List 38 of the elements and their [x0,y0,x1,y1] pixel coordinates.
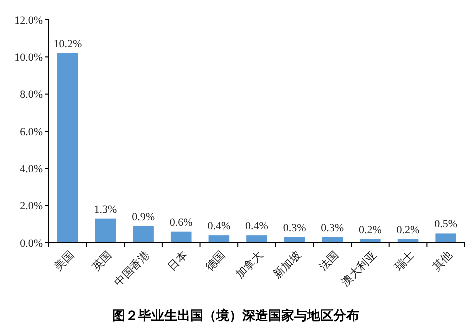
data-label: 0.4% [246,220,268,233]
x-tick-label: 美国 [52,248,77,274]
data-label: 10.2% [54,38,82,50]
y-tick-label: 10.0% [14,52,43,64]
data-label: 0.2% [396,224,420,236]
x-tick-label: 澳大利亚 [338,248,380,289]
bar [436,234,456,243]
x-tick-label: 英国 [90,248,115,274]
x-tick-label: 瑞士 [392,248,418,274]
x-tick-label: 新加坡 [271,248,304,282]
bar [170,232,192,243]
bar [208,236,230,243]
y-tick-label: 12.0% [14,14,43,27]
bar [322,237,344,243]
data-label: 0.2% [358,224,382,236]
y-tick-label: 8.0% [20,89,43,102]
x-tick-label: 法国 [316,248,342,274]
y-tick-label: 4.0% [20,164,43,176]
x-tick-label: 加拿大 [233,248,266,282]
y-tick-label: 6.0% [20,126,43,138]
data-label: 0.3% [321,222,344,234]
bar [246,236,268,243]
data-label: 0.3% [283,222,306,234]
data-label: 0.4% [208,220,231,233]
data-label: 0.9% [132,211,156,224]
data-label: 1.3% [94,204,118,216]
x-tick-label: 德国 [203,248,228,274]
bar [95,218,116,243]
bar [58,53,78,243]
bar [133,226,154,243]
x-tick-label: 其他 [430,248,455,274]
x-tick-label: 日本 [165,248,190,274]
y-tick-label: 2.0% [20,200,43,213]
data-label: 0.6% [170,216,193,229]
data-label: 0.5% [434,218,458,231]
text: 图２毕业生出国（境）深造国家与地区分布 [112,308,360,324]
x-tick-label: 中国香港 [112,248,152,289]
y-tick-label: 0.0% [20,238,43,250]
